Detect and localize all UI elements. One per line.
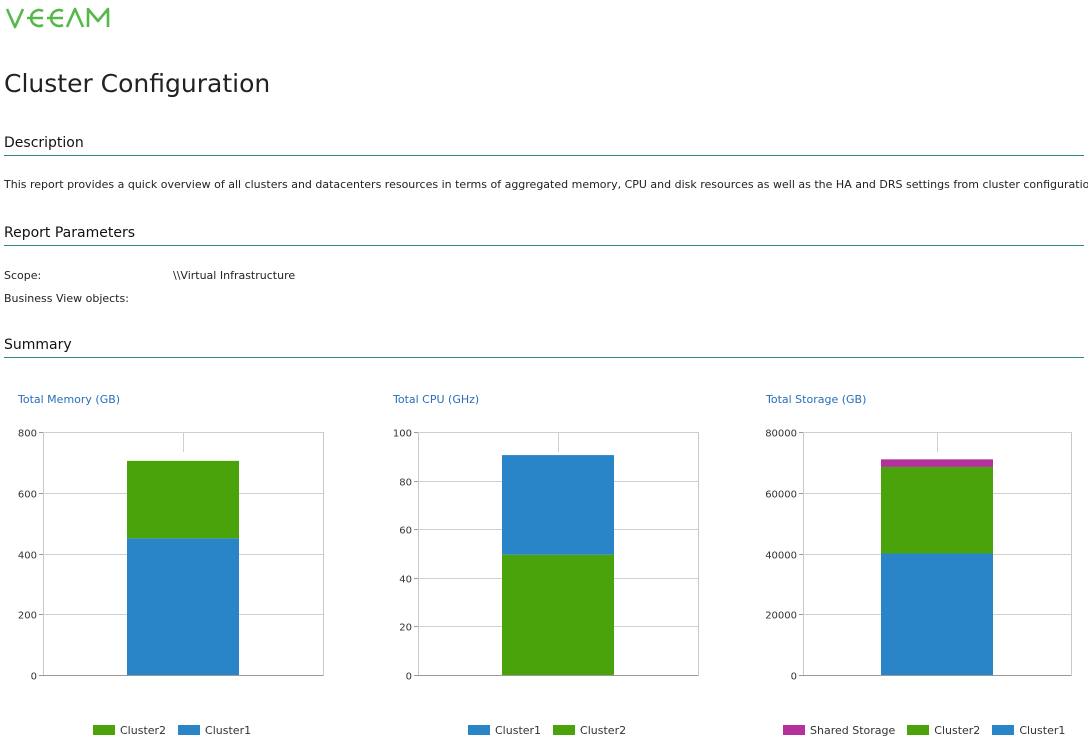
legend-swatch [783,725,805,735]
y-tick-label: 80 [399,478,412,489]
storage-chart-title: Total Storage (GB) [766,393,867,406]
legend-label: Cluster1 [495,723,542,737]
description-text: This report provides a quick overview of… [4,178,1088,191]
y-tick-label: 400 [18,551,37,562]
bar-segment-cluster1 [127,538,239,675]
bar-segment-cluster2 [127,460,239,539]
summary-divider [4,357,1084,358]
y-tick-label: 20 [399,623,412,634]
cpu-chart-title: Total CPU (GHz) [393,393,480,406]
y-tick-label: 800 [18,429,37,440]
description-heading: Description [4,135,84,151]
storage-chart: 0 20000 40000 60000 80000 [765,429,1072,683]
memory-chart-legend: Cluster2 Cluster1 [93,723,251,737]
y-tick-label: 600 [18,490,37,501]
storage-chart-legend: Shared Storage Cluster2 Cluster1 [783,723,1065,737]
legend-item: Shared Storage [783,723,895,737]
y-tick-label: 20000 [765,611,797,622]
bar-segment-cluster1 [502,455,614,555]
bar-segment-shared-storage [881,459,993,467]
legend-item: Cluster2 [553,723,626,737]
legend-label: Cluster2 [934,723,981,737]
legend-label: Cluster2 [580,723,627,737]
y-tick-label: 80000 [765,429,797,440]
legend-swatch [93,725,115,735]
legend-swatch [907,725,930,735]
y-tick-label: 0 [31,672,37,683]
legend-item: Cluster2 [907,723,980,737]
legend-label: Cluster1 [205,723,252,737]
legend-swatch [468,725,490,735]
business-view-label: Business View objects: [4,292,129,305]
y-tick-label: 0 [406,672,412,683]
legend-item: Cluster2 [93,723,166,737]
y-tick-label: 40000 [765,551,797,562]
legend-swatch [992,725,1015,735]
scope-value: \\Virtual Infrastructure [173,269,296,282]
scope-label: Scope: [4,269,42,282]
y-tick-label: 40 [399,575,412,586]
veeam-logo [5,6,117,35]
veeam-logo-mark [5,7,110,29]
legend-item: Cluster1 [992,723,1065,737]
legend-label: Shared Storage [810,723,896,737]
report-parameters-heading: Report Parameters [4,225,135,241]
bar-segment-cluster2 [502,554,614,675]
y-tick-label: 0 [791,672,797,683]
description-divider [4,155,1084,156]
y-tick-label: 60000 [765,490,797,501]
y-tick-label: 60 [399,526,412,537]
page-title: Cluster Configuration [4,69,271,98]
legend-label: Cluster1 [1019,723,1066,737]
legend-swatch [553,725,576,735]
memory-chart: 0 200 400 600 800 [18,429,324,683]
legend-item: Cluster1 [178,723,251,737]
cpu-chart: 0 20 40 60 80 100 [393,429,699,683]
report-parameters-divider [4,245,1084,246]
bar-segment-cluster2 [881,466,993,554]
y-tick-label: 100 [393,429,412,440]
summary-heading: Summary [4,337,72,353]
y-tick-label: 200 [18,611,37,622]
memory-chart-title: Total Memory (GB) [18,393,121,406]
legend-label: Cluster2 [120,723,167,737]
cpu-chart-legend: Cluster1 Cluster2 [468,723,626,737]
bar-segment-cluster1 [881,553,993,675]
legend-item: Cluster1 [468,723,541,737]
legend-swatch [178,725,201,735]
